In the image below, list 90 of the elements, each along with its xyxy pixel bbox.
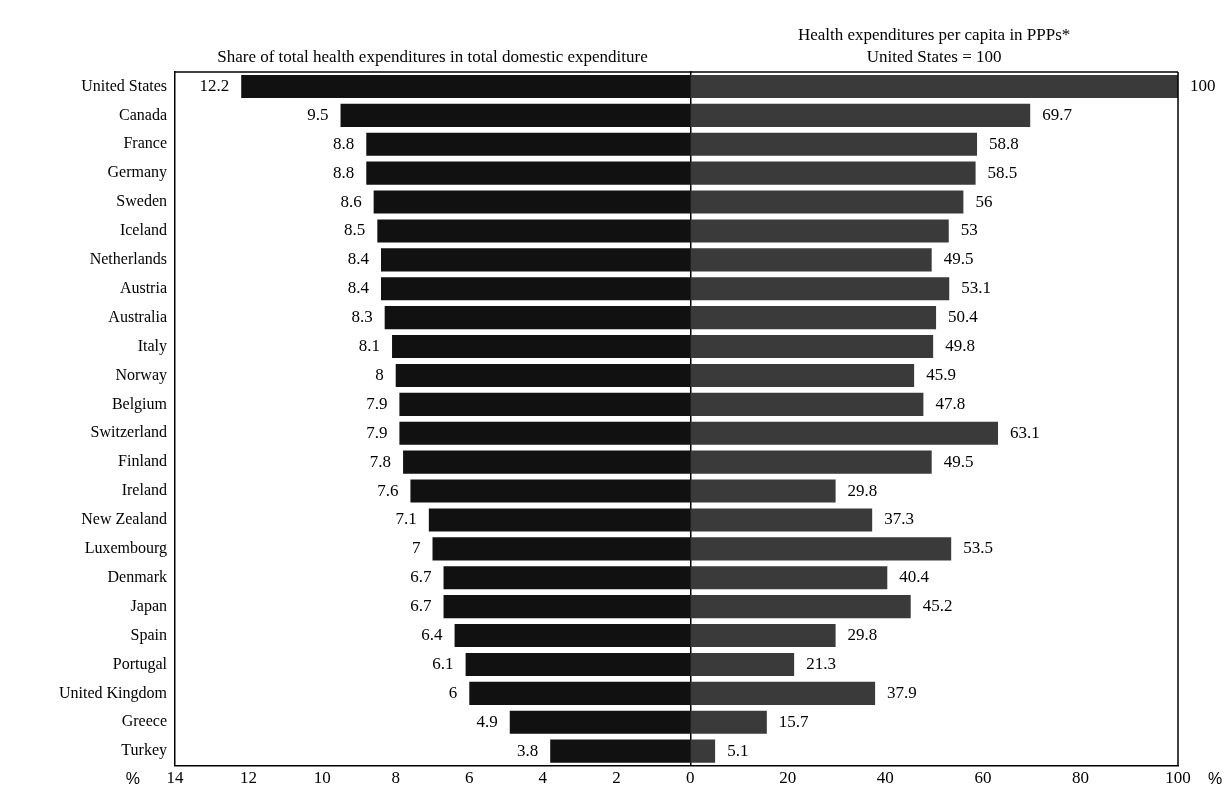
data-label: 8.1 [358, 336, 381, 356]
data-label: 40.4 [899, 567, 930, 587]
x-tick-label: 60 [974, 768, 992, 788]
data-label: 6.1 [432, 653, 454, 673]
data-label: 49.8 [944, 336, 975, 356]
data-label: 29.8 [847, 625, 878, 645]
y-tick-label: Iceland [119, 221, 167, 239]
data-label: 53.1 [961, 278, 991, 298]
data-label: 8.8 [333, 133, 355, 153]
data-label: 69.7 [1041, 104, 1073, 124]
data-label: 6.4 [421, 625, 444, 645]
y-tick-label: Norway [115, 365, 167, 384]
x-axis-title: % [125, 770, 140, 788]
data-label: 9.5 [307, 104, 329, 124]
y-tick-label: Japan [130, 596, 167, 615]
data-label: 12.2 [199, 75, 230, 95]
x-tick-label: 40 [876, 768, 894, 788]
data-label: 5.1 [726, 740, 749, 760]
data-label: 8.3 [351, 307, 373, 327]
data-label: 45.2 [922, 596, 953, 616]
y-tick-label: Austria [119, 278, 167, 296]
data-label: 8 [375, 364, 384, 384]
y-tick-label: Australia [108, 307, 167, 325]
x-tick-label: 6 [465, 768, 474, 788]
data-label: 29.8 [847, 480, 878, 500]
y-tick-label: Italy [137, 336, 167, 355]
bar [690, 739, 715, 763]
x-tick-label: 12 [240, 768, 258, 788]
x-tick-label: 20 [779, 768, 797, 788]
y-tick-label: Netherlands [89, 250, 167, 268]
data-label: 8.4 [347, 278, 370, 298]
data-label: 7.8 [369, 451, 392, 471]
x-axis-title: % [1207, 770, 1222, 788]
x-tick-label: 14 [166, 768, 184, 788]
data-label: 7.9 [366, 393, 388, 413]
data-label: 49.5 [943, 451, 974, 471]
chart-title: Health expenditures per capita in PPPs* United States = 100 [797, 25, 1071, 66]
x-tick-label: 8 [391, 768, 400, 788]
data-label: 8.4 [347, 249, 370, 269]
y-tick-label: Canada [119, 105, 167, 123]
y-tick-label: Portugal [112, 654, 168, 673]
data-label: 7 [412, 538, 421, 558]
data-label: 47.8 [935, 393, 965, 413]
data-label: 49.5 [943, 249, 974, 269]
data-label: 56 [975, 191, 993, 211]
data-label: 6.7 [410, 567, 433, 587]
data-label: 58.8 [988, 133, 1019, 153]
data-label: 63.1 [1009, 422, 1040, 442]
x-tick-label: 2 [612, 768, 621, 788]
y-tick-label: New Zealand [81, 510, 167, 528]
y-tick-label: Luxembourg [84, 539, 167, 558]
chart-title: Share of total health expenditures in total domestic expenditure [217, 47, 648, 66]
data-label: 58.5 [987, 162, 1018, 182]
y-tick-label: Denmark [107, 567, 167, 585]
data-label: 8.8 [333, 162, 355, 182]
data-label: 6 [448, 682, 458, 702]
y-tick-label: Germany [107, 163, 167, 182]
y-tick-label: Greece [121, 712, 167, 730]
data-label: 6.7 [410, 596, 433, 616]
x-tick-label: 80 [1071, 768, 1089, 788]
data-label: 4.9 [476, 711, 498, 731]
x-tick-label: 100 [1165, 768, 1191, 788]
data-label: 21.3 [805, 653, 836, 673]
data-label: 37.9 [886, 682, 917, 702]
data-label: 50.4 [947, 307, 979, 327]
x-tick-label: 10 [313, 768, 331, 788]
y-tick-label: United States [81, 76, 167, 94]
data-label: 8.6 [340, 191, 362, 211]
x-tick-label: 4 [538, 768, 548, 788]
data-label: 15.7 [778, 711, 809, 731]
data-label: 7.9 [366, 422, 388, 442]
x-tick-label: 0 [685, 768, 695, 788]
data-label: 7.1 [395, 509, 417, 529]
y-tick-label: France [123, 134, 167, 152]
y-tick-label: Ireland [121, 481, 167, 499]
data-label: 45.9 [925, 364, 956, 384]
y-tick-label: Belgium [111, 394, 168, 413]
data-label: 3.8 [516, 740, 539, 760]
y-tick-label: Turkey [121, 741, 167, 760]
y-tick-label: Sweden [116, 192, 167, 210]
data-label: 53 [960, 220, 978, 240]
y-tick-label: Spain [130, 625, 167, 644]
data-label: 8.5 [344, 220, 366, 240]
y-tick-label: Finland [118, 452, 167, 470]
y-tick-label: Switzerland [90, 423, 167, 441]
data-label: 37.3 [883, 509, 914, 529]
data-label: 53.5 [962, 538, 993, 558]
data-label: 7.6 [377, 480, 399, 500]
y-tick-label: United Kingdom [59, 683, 168, 702]
data-label: 100 [1189, 75, 1216, 95]
